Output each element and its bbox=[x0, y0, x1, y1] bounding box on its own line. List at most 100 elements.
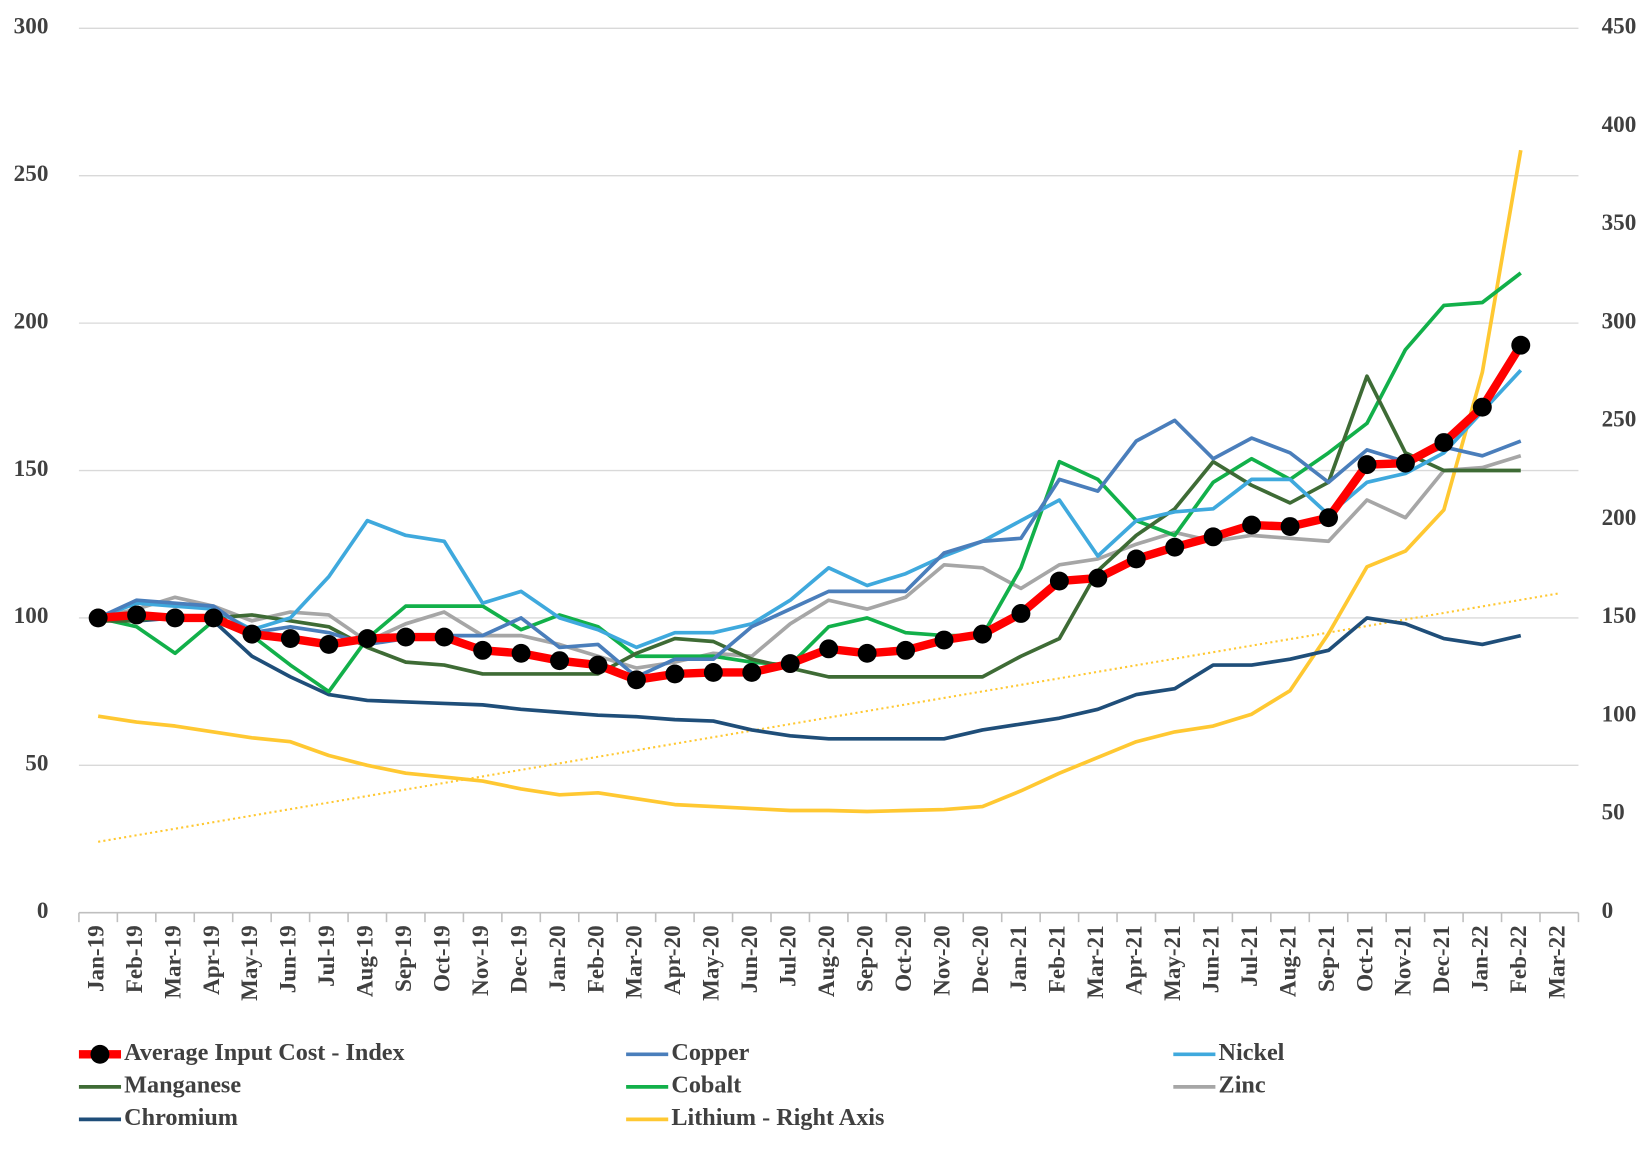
x-tick-label: Dec-21 bbox=[1428, 925, 1454, 993]
x-tick-label: Jul-20 bbox=[775, 925, 801, 987]
x-tick-label: Jan-20 bbox=[544, 925, 570, 992]
point-marker bbox=[550, 651, 570, 671]
y2-tick-label: 400 bbox=[1602, 111, 1637, 137]
x-tick-label: Oct-21 bbox=[1351, 925, 1377, 992]
point-marker bbox=[1357, 455, 1377, 475]
x-tick-label: Sep-20 bbox=[851, 925, 877, 992]
point-marker bbox=[703, 663, 723, 682]
point-marker bbox=[626, 670, 646, 690]
x-tick-label: Jan-22 bbox=[1467, 925, 1493, 992]
legend-label: Average Input Cost - Index bbox=[124, 1039, 404, 1066]
point-marker bbox=[1511, 335, 1531, 355]
x-tick-label: Dec-20 bbox=[967, 925, 993, 993]
point-marker bbox=[934, 630, 954, 650]
x-tick-label: Aug-21 bbox=[1274, 925, 1300, 997]
x-tick-label: Sep-21 bbox=[1313, 925, 1339, 992]
x-tick-label: Jun-20 bbox=[736, 925, 762, 993]
x-tick-label: May-21 bbox=[1159, 925, 1185, 1001]
series-line bbox=[97, 271, 1522, 694]
point-marker bbox=[280, 629, 300, 648]
point-marker bbox=[511, 643, 531, 663]
x-tick-label: Feb-22 bbox=[1505, 925, 1531, 993]
x-tick-label: May-20 bbox=[698, 925, 724, 1001]
point-marker bbox=[742, 663, 762, 682]
x-tick-label: Jan-21 bbox=[1005, 925, 1031, 992]
point-marker bbox=[1395, 453, 1415, 473]
legend-marker bbox=[90, 1044, 110, 1064]
point-marker bbox=[1280, 517, 1300, 536]
x-tick-label: Feb-20 bbox=[582, 925, 608, 993]
point-marker bbox=[1126, 549, 1146, 569]
point-marker bbox=[127, 605, 147, 625]
x-tick-label: Dec-19 bbox=[505, 925, 531, 993]
point-marker bbox=[665, 664, 685, 684]
series-line bbox=[97, 418, 1522, 679]
legend-label: Copper bbox=[671, 1039, 749, 1066]
point-marker bbox=[165, 608, 185, 628]
y-tick-label: 150 bbox=[14, 455, 49, 481]
y2-tick-label: 300 bbox=[1602, 307, 1637, 333]
series-line bbox=[97, 149, 1523, 814]
x-tick-label: Feb-21 bbox=[1044, 925, 1070, 993]
y-tick-label: 250 bbox=[14, 160, 49, 186]
x-tick-label: Sep-19 bbox=[390, 925, 416, 992]
y2-tick-label: 50 bbox=[1602, 799, 1625, 825]
legend-label: Manganese bbox=[124, 1071, 241, 1098]
x-tick-label: Aug-19 bbox=[352, 925, 378, 997]
point-marker bbox=[357, 629, 377, 648]
point-marker bbox=[1434, 433, 1454, 452]
series-line bbox=[97, 454, 1522, 670]
x-tick-label: Mar-22 bbox=[1543, 925, 1569, 998]
x-tick-label: Jun-19 bbox=[275, 925, 301, 993]
x-tick-label: Apr-20 bbox=[659, 925, 685, 995]
point-marker bbox=[973, 624, 992, 644]
x-tick-label: Nov-19 bbox=[467, 925, 493, 996]
series-line bbox=[97, 369, 1523, 650]
legend-label: Zinc bbox=[1219, 1071, 1266, 1098]
x-tick-label: Oct-19 bbox=[428, 925, 454, 992]
point-marker bbox=[88, 608, 108, 628]
y2-tick-label: 250 bbox=[1602, 406, 1637, 432]
point-marker bbox=[780, 654, 800, 674]
x-tick-label: Apr-21 bbox=[1121, 925, 1147, 995]
series-line bbox=[98, 616, 1522, 741]
x-tick-label: May-19 bbox=[236, 925, 262, 1001]
x-tick-label: Mar-19 bbox=[159, 925, 185, 998]
y2-tick-label: 150 bbox=[1602, 602, 1637, 628]
point-marker bbox=[588, 655, 608, 675]
x-tick-label: Jun-21 bbox=[1197, 925, 1223, 993]
x-tick-label: Jan-19 bbox=[82, 925, 108, 992]
legend-label: Cobalt bbox=[671, 1071, 741, 1098]
y-tick-label: 50 bbox=[25, 750, 48, 776]
x-tick-label: Mar-21 bbox=[1082, 925, 1108, 998]
point-marker bbox=[1011, 604, 1031, 623]
y2-tick-label: 350 bbox=[1602, 209, 1637, 235]
y2-tick-label: 200 bbox=[1602, 504, 1637, 530]
point-marker bbox=[1242, 515, 1262, 535]
point-marker bbox=[1049, 571, 1069, 591]
point-marker bbox=[1472, 397, 1492, 417]
x-tick-label: Aug-20 bbox=[813, 925, 839, 997]
y2-tick-label: 100 bbox=[1602, 701, 1637, 727]
point-marker bbox=[819, 639, 839, 659]
x-tick-label: Oct-20 bbox=[890, 925, 916, 992]
point-marker bbox=[1319, 508, 1338, 528]
x-tick-label: Apr-19 bbox=[198, 925, 224, 995]
y2-tick-label: 0 bbox=[1602, 897, 1614, 923]
y-tick-label: 200 bbox=[14, 307, 49, 333]
y2-tick-label: 450 bbox=[1602, 13, 1637, 39]
point-marker bbox=[434, 627, 454, 647]
x-tick-label: Feb-19 bbox=[121, 925, 147, 993]
y-tick-label: 100 bbox=[14, 602, 49, 628]
point-marker bbox=[896, 640, 916, 660]
legend-label: Nickel bbox=[1219, 1039, 1285, 1066]
y-tick-label: 300 bbox=[14, 13, 49, 39]
point-marker bbox=[1203, 527, 1223, 547]
point-marker bbox=[857, 643, 877, 663]
point-marker bbox=[204, 608, 223, 628]
legend: Average Input Cost - Index Copper Nickel Ma… bbox=[78, 1039, 1285, 1131]
legend-label: Lithium - Right Axis bbox=[671, 1104, 884, 1131]
series-line bbox=[98, 374, 1521, 679]
point-marker bbox=[396, 627, 416, 647]
